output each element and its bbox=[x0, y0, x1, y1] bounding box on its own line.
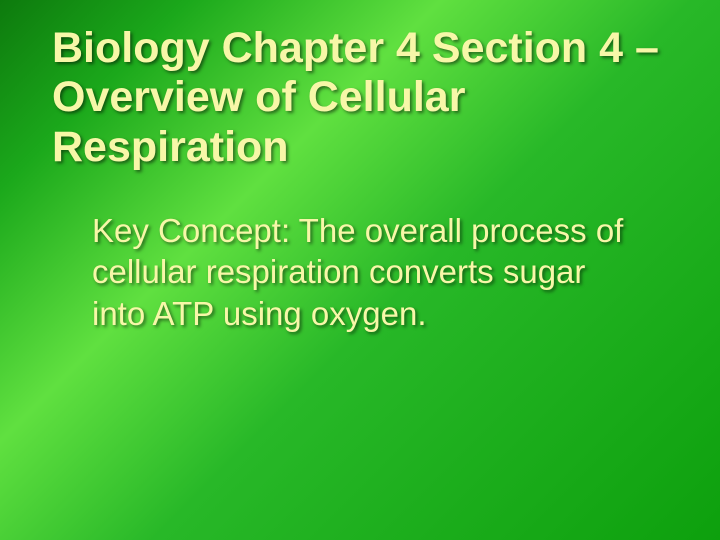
slide-title: Biology Chapter 4 Section 4 – Overview o… bbox=[52, 24, 672, 172]
presentation-slide: Biology Chapter 4 Section 4 – Overview o… bbox=[0, 0, 720, 540]
slide-body-text: Key Concept: The overall process of cell… bbox=[92, 210, 632, 334]
